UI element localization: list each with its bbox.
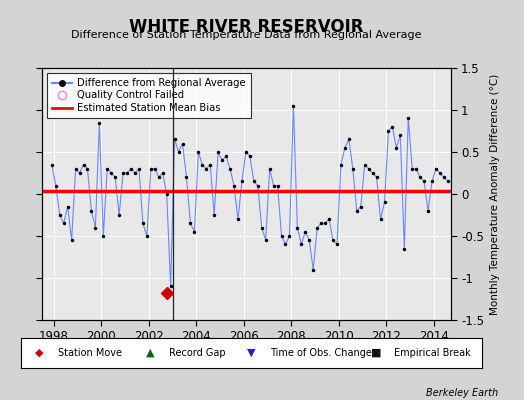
Text: Time of Obs. Change: Time of Obs. Change: [270, 348, 372, 358]
Legend: Difference from Regional Average, Quality Control Failed, Estimated Station Mean: Difference from Regional Average, Qualit…: [47, 73, 250, 118]
Text: ▼: ▼: [247, 348, 256, 358]
Y-axis label: Monthly Temperature Anomaly Difference (°C): Monthly Temperature Anomaly Difference (…: [489, 73, 499, 315]
Text: ◆: ◆: [35, 348, 43, 358]
Text: Empirical Break: Empirical Break: [395, 348, 471, 358]
Text: Difference of Station Temperature Data from Regional Average: Difference of Station Temperature Data f…: [71, 30, 421, 40]
Text: ■: ■: [371, 348, 381, 358]
Text: WHITE RIVER RESERVOIR: WHITE RIVER RESERVOIR: [129, 18, 364, 36]
Text: Station Move: Station Move: [58, 348, 122, 358]
Text: Record Gap: Record Gap: [169, 348, 225, 358]
Text: Berkeley Earth: Berkeley Earth: [425, 388, 498, 398]
Text: ▲: ▲: [146, 348, 155, 358]
